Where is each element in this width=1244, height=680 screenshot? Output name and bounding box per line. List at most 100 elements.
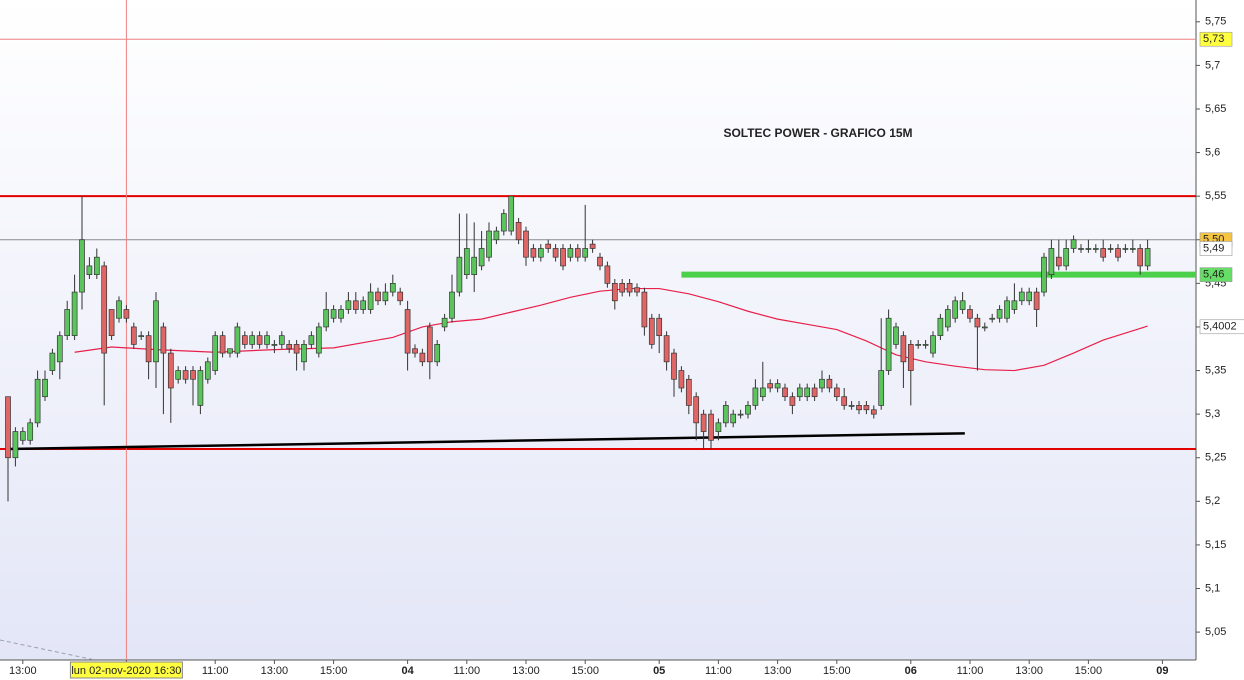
candle-body [693,396,700,424]
candle-body [1129,248,1136,250]
candle-body [752,387,759,406]
trendline [7,432,965,451]
candle-body [234,326,241,354]
price-label: 5,4002 [1203,321,1237,333]
candle-body [323,309,330,328]
y-tick-label: 5,2 [1205,495,1220,507]
x-tick-label: 13:00 [1015,665,1043,677]
candle-body [153,300,159,363]
candle-body [175,370,182,380]
candle-body [397,291,404,302]
candle-body [315,326,322,354]
y-tick-label: 5,65 [1205,103,1226,115]
candle-body [656,317,663,337]
candle-body [759,387,766,398]
candle-body [101,265,108,354]
chart-title: SOLTEC POWER - GRAFICO 15M [723,126,912,140]
candle-body [271,344,278,346]
candle-body [796,387,803,398]
candle-body [552,248,559,258]
candle-body [389,283,396,293]
candle-body [1070,239,1077,249]
candle-body [1033,291,1040,310]
candle-body [138,335,145,338]
candle-body [64,309,71,337]
candle-body [944,309,951,328]
candle-body [715,422,722,432]
y-tick-label: 5,05 [1205,626,1226,638]
candle-body [885,317,892,371]
candle-body [419,352,426,363]
candle-body [1026,291,1033,302]
x-tick-label: 11:00 [453,665,480,677]
x-tick-label: 13:00 [9,665,37,677]
candle-body [545,243,552,249]
candle-body [256,335,263,345]
decor-line [0,639,96,661]
candle-body [893,326,899,345]
moving-average [74,287,1148,372]
x-tick-label: 13:00 [764,665,792,677]
candle-body [1122,248,1129,250]
x-tick-label: 11:00 [957,665,984,677]
candle-body [352,300,359,310]
candle-body [1107,248,1114,250]
candle-body [478,248,485,267]
candle-body [241,335,248,345]
candle-body [737,413,744,416]
candle-body [441,317,448,328]
time-axis-panel [0,660,1196,680]
candle-body [730,413,737,424]
x-tick-label: lun 02-nov-2020 16:30 [71,665,181,677]
candle-body [848,405,855,407]
candle-body [27,422,34,441]
price-label-bg [1199,241,1233,256]
candle-body [1137,248,1144,267]
candle-body [560,248,566,267]
candle-body [278,335,285,345]
candle-body [12,431,19,459]
y-tick-label: 5,6 [1205,146,1220,158]
candle-body [493,230,500,241]
candle-body [345,300,352,310]
candle-body [996,309,1003,319]
candle-body [197,370,204,406]
plot-area [0,0,1196,660]
candle-body [1055,256,1062,267]
candle-body [952,300,959,319]
candle-body [93,256,100,275]
candle-body [404,309,411,354]
candle-body [626,283,633,293]
x-tick-label: 04 [401,665,414,677]
candle-body [330,309,337,319]
candle-body [700,413,707,432]
x-tick-label: 15:00 [571,665,599,677]
candle-body [293,344,300,354]
candle-body [634,287,640,293]
price-label-bg [1199,267,1233,282]
crosshair-label-bg [69,661,183,679]
candle-body [463,248,470,275]
candle-body [811,387,818,398]
candle-body [663,335,670,363]
candle-body [900,335,907,363]
candle-body [804,387,811,398]
candle-body [1041,256,1047,293]
candle-body [500,213,507,232]
candle-body [19,431,26,441]
candle-body [833,387,840,398]
candle-body [1018,291,1025,302]
candle-body [870,409,877,415]
candle-body [42,378,48,398]
x-tick-label: 15:00 [823,665,851,677]
candle-body [116,300,122,319]
candle-body [648,317,655,345]
candle-body [1011,300,1018,310]
candle-body [471,256,478,275]
candle-body [1100,248,1107,258]
candle-body [286,344,293,350]
x-tick-label: 05 [653,665,665,677]
candle-body [915,344,922,346]
